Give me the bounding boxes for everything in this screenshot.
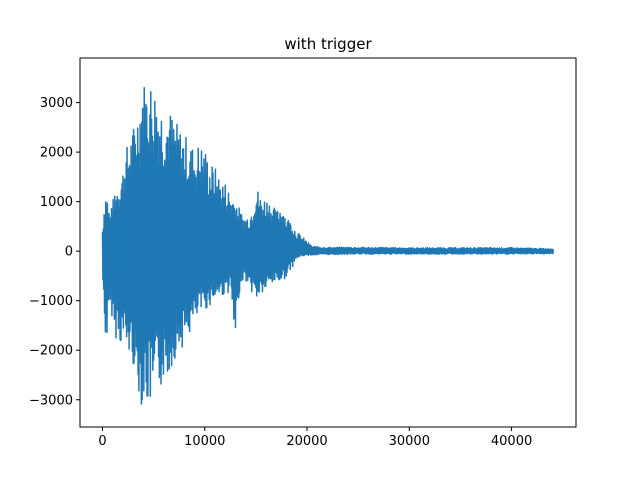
- y-tick-label: −3000: [29, 393, 73, 408]
- y-tick-label: −2000: [29, 344, 73, 359]
- series-line-0: [101, 87, 555, 405]
- x-tick-label: 0: [98, 434, 106, 449]
- x-tick-label: 20000: [286, 434, 327, 449]
- x-tick-label: 10000: [184, 434, 225, 449]
- x-tick-label: 40000: [491, 434, 532, 449]
- y-tick-label: 0: [65, 245, 73, 260]
- x-tick-label: 30000: [389, 434, 430, 449]
- chart-title: with trigger: [284, 35, 372, 53]
- plot-area: [101, 87, 555, 405]
- y-tick-label: 1000: [40, 195, 73, 210]
- y-tick-label: −1000: [29, 294, 73, 309]
- y-tick-label: 2000: [40, 146, 73, 161]
- axes: 0 10000 20000 30000 40000 −3000 −2000 −1000 0 100…: [29, 57, 577, 449]
- y-tick-label: 3000: [40, 96, 73, 111]
- axes-frame: [79, 57, 577, 428]
